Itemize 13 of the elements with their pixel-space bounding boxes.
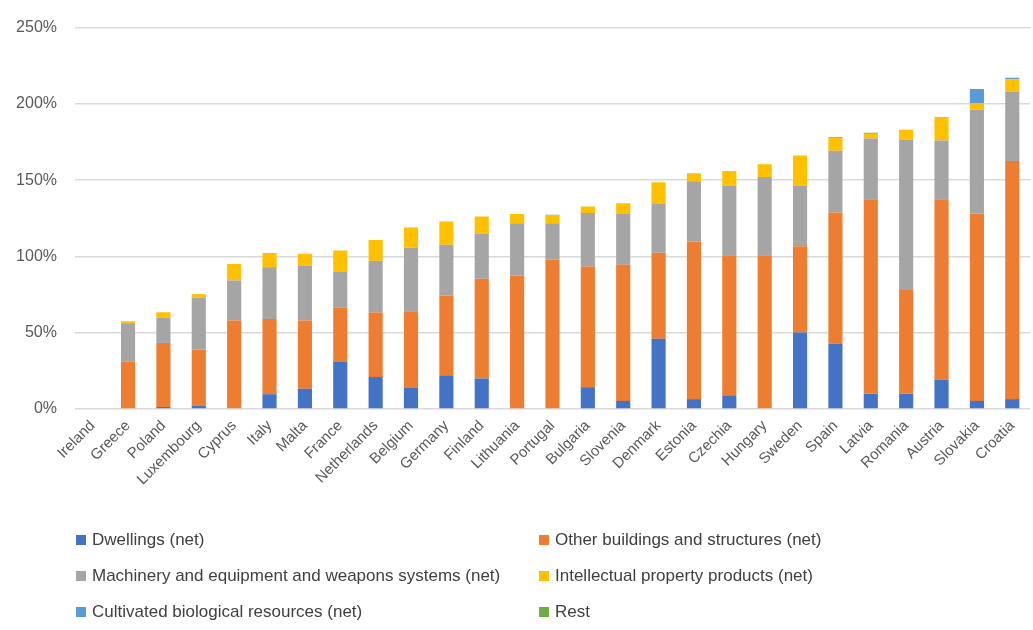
y-tick-label: 150% xyxy=(16,170,57,188)
legend-label: Intellectual property products (net) xyxy=(555,566,813,586)
legend-label: Dwellings (net) xyxy=(92,530,205,550)
x-tick-label: Italy xyxy=(243,416,275,448)
legend-label: Rest xyxy=(555,602,590,622)
y-tick-label: 250% xyxy=(16,18,57,36)
y-tick-label: 50% xyxy=(24,323,57,341)
y-tick-label: 100% xyxy=(16,246,57,264)
y-tick-label: 0% xyxy=(33,399,57,417)
legend-label: Other buildings and structures (net) xyxy=(555,530,822,550)
legend-label: Machinery and equipment and weapons systems (net) xyxy=(92,566,501,586)
y-tick-label: 200% xyxy=(16,94,57,112)
legend-label: Cultivated biological resources (net) xyxy=(92,602,363,622)
